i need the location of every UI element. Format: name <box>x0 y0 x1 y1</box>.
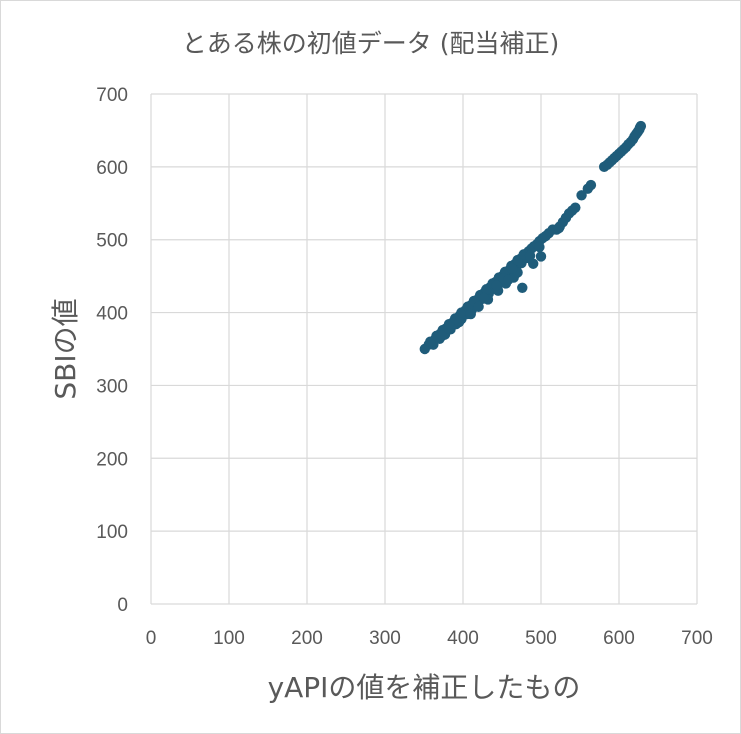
y-tick-label: 200 <box>96 449 128 470</box>
data-points <box>419 120 647 355</box>
y-tick-label: 500 <box>96 231 128 252</box>
data-point <box>534 241 545 253</box>
data-point <box>570 202 581 213</box>
data-point <box>576 190 587 201</box>
data-point <box>635 120 647 132</box>
y-tick-label: 600 <box>96 158 128 179</box>
data-point <box>528 258 539 269</box>
x-tick-label: 600 <box>603 628 635 649</box>
x-tick-label: 400 <box>447 628 479 649</box>
x-tick-labels: 0 100 200 300 400 500 600 700 <box>146 628 713 649</box>
data-point <box>524 250 536 261</box>
x-tick-label: 200 <box>291 628 323 649</box>
y-tick-label: 0 <box>117 595 128 616</box>
data-point <box>503 274 514 285</box>
y-tick-label: 700 <box>96 85 128 106</box>
x-tick-label: 100 <box>213 628 245 649</box>
y-tick-label: 400 <box>96 304 128 325</box>
data-point <box>553 222 565 234</box>
data-point <box>453 316 465 328</box>
gridlines <box>150 93 698 605</box>
chart-title: とある株の初値データ (配当補正) <box>181 29 560 58</box>
data-point <box>465 308 476 320</box>
data-point <box>517 282 528 293</box>
data-point <box>506 263 518 275</box>
data-point <box>473 301 484 312</box>
data-point <box>478 292 490 304</box>
data-point <box>436 330 448 342</box>
data-point <box>491 280 502 291</box>
data-point <box>535 251 547 262</box>
y-tick-label: 300 <box>96 376 128 397</box>
x-tick-label: 500 <box>525 628 557 649</box>
y-tick-label: 100 <box>96 522 128 543</box>
x-tick-label: 0 <box>146 628 157 649</box>
x-tick-label: 300 <box>369 628 401 649</box>
data-point <box>585 179 597 191</box>
y-tick-labels: 0 100 200 300 400 500 600 700 <box>96 85 128 616</box>
x-tick-label: 700 <box>681 628 713 649</box>
y-axis-title: SBIの値 <box>49 298 82 399</box>
x-axis-title: yAPIの値を補正したもの <box>268 671 581 704</box>
